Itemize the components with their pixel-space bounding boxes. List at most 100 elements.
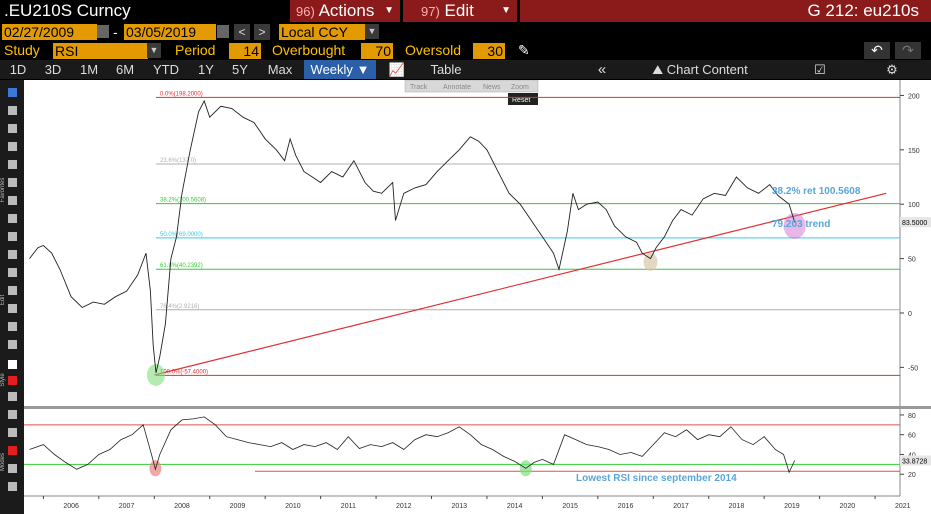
range-5y[interactable]: 5Y [232, 62, 248, 77]
edit-chart-icon[interactable]: ☑ [814, 62, 826, 77]
chart-content-icon: ⛰ [652, 62, 664, 77]
panel-separator[interactable] [24, 406, 931, 409]
arrow-icon[interactable] [8, 178, 17, 187]
edit-menu-number: 97) [421, 4, 440, 19]
actions-menu[interactable]: 96) Actions ▼ [290, 0, 400, 22]
side-tab-edit[interactable]: Edit [0, 295, 6, 306]
text-icon[interactable] [8, 142, 17, 151]
price-series-group [29, 99, 796, 373]
period-input[interactable]: 14 [229, 43, 261, 59]
oversold-input[interactable]: 30 [473, 43, 505, 59]
prev-period-button[interactable]: < [234, 24, 250, 40]
x-tick-label: 2012 [396, 503, 412, 510]
rsi-levels [24, 424, 900, 477]
chart-content-button[interactable]: ⛰ Chart Content [640, 60, 760, 79]
frequency-dropdown-icon: ▼ [356, 62, 370, 77]
side-tab-style[interactable]: Style [0, 373, 6, 387]
price-ytick-label: -50 [908, 365, 918, 372]
brush-icon[interactable] [8, 196, 17, 205]
edit-dropdown-icon: ▼ [501, 5, 511, 16]
news-tool[interactable]: News [483, 84, 501, 91]
reset-label: Reset [512, 97, 530, 104]
x-axis-band [24, 496, 931, 514]
sidebar-tool-22-icon[interactable] [8, 464, 17, 473]
overbought-input[interactable]: 70 [361, 43, 393, 59]
collapse-panel-icon[interactable]: « [597, 61, 607, 78]
oversold-label: Oversold [405, 42, 462, 58]
redo-icon[interactable]: ↷ [895, 42, 921, 59]
study-dropdown-icon[interactable]: ▼ [147, 43, 161, 58]
zoom-tool[interactable]: Zoom [511, 84, 529, 91]
drawing-tools-sidebar [0, 80, 24, 514]
side-tab-labels: Favorites Edit Style Modes [0, 178, 6, 471]
fib-label: 23.6%(137.0) [160, 158, 196, 164]
delete-icon[interactable] [8, 286, 17, 295]
currency-select[interactable]: Local CCY [279, 24, 365, 40]
sidebar-tool-17-icon[interactable] [8, 376, 17, 385]
palette-icon[interactable] [8, 268, 17, 277]
price-axis-panel [900, 80, 931, 406]
settings-icon[interactable] [8, 340, 17, 349]
start-calendar-icon[interactable] [97, 25, 109, 38]
chart-toolbar: 1D 3D 1M 6M YTD 1Y 5Y Max Weekly ▼ 📈 Tab… [0, 60, 931, 79]
sidebar-tool-18-icon[interactable] [8, 392, 17, 401]
chart-tools-strip [404, 80, 539, 93]
reset-button[interactable] [508, 93, 538, 105]
study-label: Study [4, 42, 40, 58]
study-select[interactable]: RSI [53, 43, 148, 59]
annotate-tool[interactable]: Annotate [443, 84, 471, 91]
price-ytick-label: 200 [908, 93, 920, 100]
trend-annotation: 79.203 trend [772, 219, 830, 230]
color-icon[interactable] [8, 250, 17, 259]
price-y-ticks: 200 150 100 50 0 -50 83.5000 [900, 93, 931, 372]
start-date-field[interactable]: 02/27/2009 [2, 24, 97, 40]
sidebar-tool-16-icon[interactable] [8, 360, 17, 369]
rsi-series-line [29, 416, 796, 474]
end-calendar-icon[interactable] [217, 25, 229, 38]
undo-icon[interactable]: ↶ [864, 42, 890, 59]
range-max[interactable]: Max [267, 62, 293, 77]
fib-tool-icon[interactable] [8, 160, 17, 169]
sidebar-tool-20-icon[interactable] [8, 428, 17, 437]
layers-icon[interactable] [8, 304, 17, 313]
rsi-last-value-box [900, 455, 931, 466]
study-row: Study RSI ▼ Period 14 Overbought 70 Over… [0, 41, 931, 60]
pencil-icon[interactable]: ✎ [518, 42, 530, 58]
table-button[interactable]: Table [430, 62, 462, 77]
price-panel [24, 80, 900, 406]
range-1y[interactable]: 1Y [198, 62, 214, 77]
edit-menu[interactable]: 97) Edit ▼ [403, 0, 517, 22]
range-ytd[interactable]: YTD [153, 62, 179, 77]
x-axis-ticks: 2006 2007 2008 2009 2010 2011 2012 2013 2014 2015… [42, 496, 911, 510]
side-tab-modes[interactable]: Modes [0, 453, 6, 471]
next-period-button[interactable]: > [254, 24, 270, 40]
sidebar-tool-19-icon[interactable] [8, 410, 17, 419]
fib-label: 100.0%(-57.4000) [160, 369, 208, 375]
price-ytick-label: 150 [908, 148, 920, 155]
chart-area: Favorites Edit Style Modes Track Annotate N… [0, 80, 931, 514]
range-3d[interactable]: 3D [44, 62, 62, 77]
x-tick-label: 2013 [451, 503, 467, 510]
trash-icon[interactable] [8, 232, 17, 241]
cursor-icon[interactable] [8, 88, 17, 97]
range-1d[interactable]: 1D [9, 62, 27, 77]
low-2016-marker [643, 252, 658, 271]
sidebar-tool-23-icon[interactable] [8, 482, 17, 491]
eraser-icon[interactable] [8, 124, 17, 133]
end-date-field[interactable]: 03/05/2019 [124, 24, 216, 40]
currency-dropdown-icon[interactable]: ▼ [365, 24, 379, 39]
chart-type-icon[interactable]: 📈 [388, 62, 406, 77]
line-draw-icon[interactable] [8, 106, 17, 115]
track-tool[interactable]: Track [410, 84, 428, 91]
title-bar: .EU210S Curncy 96) Actions ▼ 97) Edit ▼ … [0, 0, 931, 22]
frequency-select[interactable]: Weekly ▼ [304, 60, 376, 79]
side-tab-favorites[interactable]: Favorites [0, 178, 6, 203]
security-id: G 212: eu210s [520, 0, 931, 22]
range-6m[interactable]: 6M [115, 62, 135, 77]
settings-gear-icon[interactable]: ⚙ [886, 62, 898, 77]
rectangle-icon[interactable] [8, 214, 17, 223]
sidebar-tool-21-icon[interactable] [8, 446, 17, 455]
price-annotations: 38.2% ret 100.5608 79.203 trend [772, 186, 861, 230]
range-1m[interactable]: 1M [79, 62, 99, 77]
grid-icon[interactable] [8, 322, 17, 331]
